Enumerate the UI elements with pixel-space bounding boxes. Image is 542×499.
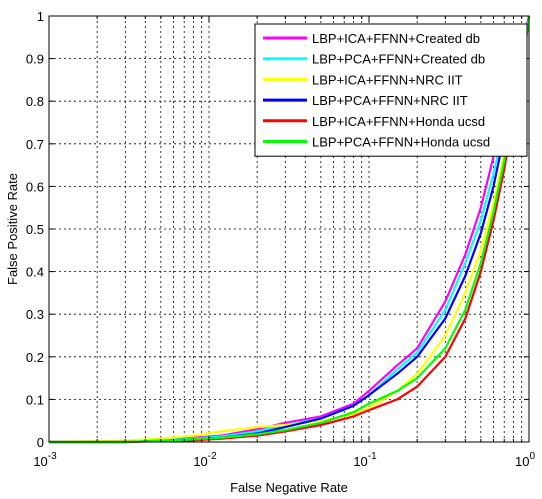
y-tick-label: 0.5 — [26, 222, 44, 237]
x-tick-label: 10-1 — [353, 451, 377, 469]
legend-entry-label: LBP+ICA+FFNN+NRC IIT — [312, 72, 463, 87]
axis-ticks: 0 0.1 0.2 0.3 0.4 0.5 0.6 0.7 0.8 0.9 1 10-3 10-2 10-… — [26, 9, 536, 469]
y-tick-label: 0.3 — [26, 307, 44, 322]
y-tick-label: 0.9 — [26, 52, 44, 67]
x-tick-label: 10-3 — [33, 451, 57, 469]
legend: LBP+ICA+FFNN+Created db LBP+PCA+FFNN+Crea… — [254, 23, 528, 157]
y-tick-label: 0.4 — [26, 265, 44, 280]
y-tick-label: 0.1 — [26, 392, 44, 407]
y-tick-label: 0.2 — [26, 350, 44, 365]
y-tick-label: 1 — [37, 9, 44, 24]
legend-entry-label: LBP+ICA+FFNN+Created db — [312, 31, 480, 46]
y-tick-label: 0.6 — [26, 179, 44, 194]
legend-entry-label: LBP+PCA+FFNN+Honda ucsd — [312, 135, 490, 150]
x-tick-label: 100 — [515, 451, 535, 469]
legend-entry-label: LBP+ICA+FFNN+Honda ucsd — [312, 114, 485, 129]
y-tick-label: 0.7 — [26, 137, 44, 152]
x-tick-label: 10-2 — [193, 451, 217, 469]
y-tick-label: 0 — [37, 435, 44, 450]
legend-entry-label: LBP+PCA+FFNN+Created db — [312, 52, 485, 67]
legend-entry-label: LBP+PCA+FFNN+NRC IIT — [312, 93, 468, 108]
y-tick-label: 0.8 — [26, 94, 44, 109]
y-axis-label: False Positive Rate — [5, 173, 20, 285]
legend-box — [254, 23, 528, 157]
x-axis-label: False Negative Rate — [230, 480, 348, 495]
